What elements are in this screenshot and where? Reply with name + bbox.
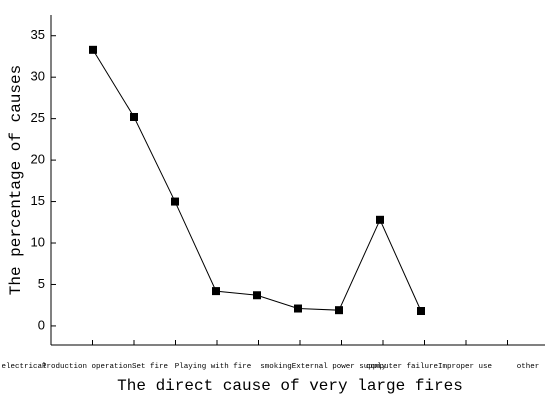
x-tick-label: Production operation bbox=[42, 363, 132, 371]
marker bbox=[89, 45, 97, 54]
marker bbox=[212, 287, 220, 296]
y-tick-label: 0 bbox=[38, 317, 45, 332]
x-tick-label: smoking bbox=[260, 363, 292, 371]
marker bbox=[335, 306, 343, 315]
y-tick-label: 15 bbox=[31, 193, 45, 208]
marker bbox=[294, 304, 302, 313]
x-tick-label: External power supply bbox=[292, 363, 387, 371]
y-tick-label: 30 bbox=[31, 69, 45, 84]
series-line bbox=[92, 49, 422, 312]
marker bbox=[376, 215, 384, 224]
y-axis-label: The percentage of causes bbox=[7, 65, 25, 295]
y-tick-label: 5 bbox=[38, 276, 45, 291]
x-axis-label: The direct cause of very large fires bbox=[117, 377, 463, 395]
marker bbox=[171, 197, 179, 206]
y-tick-label: 20 bbox=[31, 152, 45, 167]
y-tick-label: 35 bbox=[31, 27, 45, 42]
x-tick-label: Set fire bbox=[132, 363, 168, 371]
marker bbox=[130, 112, 138, 121]
x-tick-label: electrical bbox=[1, 363, 47, 371]
y-tick-label: 10 bbox=[31, 234, 45, 249]
marker bbox=[253, 291, 261, 300]
x-tick-label: Improper use bbox=[438, 363, 492, 371]
y-tick-label: 25 bbox=[31, 110, 45, 125]
x-tick-label: computer failure bbox=[366, 363, 438, 371]
x-tick-label: other bbox=[517, 363, 540, 371]
marker bbox=[417, 307, 425, 316]
x-tick-label: Playing with fire bbox=[175, 363, 252, 371]
